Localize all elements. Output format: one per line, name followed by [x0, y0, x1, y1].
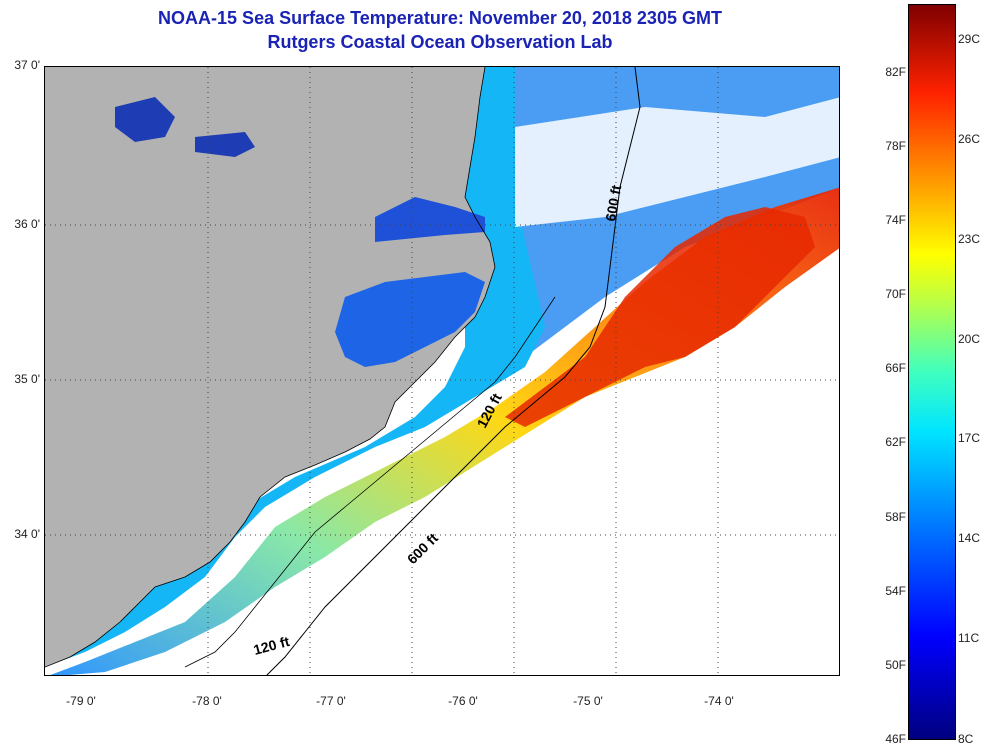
- sst-map: 600 ft 120 ft 600 ft 120 ft: [44, 66, 840, 676]
- cloud-region-north: [515, 97, 839, 227]
- cbar-c-8: 8C: [958, 732, 974, 746]
- inland-river: [195, 132, 255, 157]
- lon-label-75: -75 0': [573, 694, 603, 708]
- isobath-120-line: [184, 296, 556, 668]
- graticule: [45, 67, 839, 675]
- cbar-c-26: 26C: [958, 132, 981, 146]
- lat-label-34: 34 0': [14, 527, 40, 541]
- lat-label-36: 36 0': [14, 217, 40, 231]
- cbar-f-66: 66F: [885, 361, 906, 375]
- contour-label-600-north: 600 ft: [602, 183, 624, 222]
- cbar-c-17: 17C: [958, 431, 981, 445]
- cloud-region-south: [226, 417, 765, 675]
- lon-label-79: -79 0': [66, 694, 96, 708]
- temperature-colorbar: [908, 4, 956, 740]
- cbar-f-74: 74F: [885, 213, 906, 227]
- lon-label-76: -76 0': [448, 694, 478, 708]
- cbar-c-23: 23C: [958, 232, 981, 246]
- gulf-stream-core: [505, 207, 815, 427]
- lat-label-37: 37 0': [14, 58, 40, 72]
- cbar-c-29: 29C: [958, 32, 981, 46]
- lon-label-77: -77 0': [316, 694, 346, 708]
- cbar-c-11: 11C: [958, 631, 980, 645]
- coastline: [45, 67, 496, 668]
- cbar-f-50: 50F: [885, 658, 906, 672]
- inland-lake: [115, 97, 175, 142]
- cbar-f-62: 62F: [885, 435, 906, 449]
- cbar-c-14: 14C: [958, 531, 981, 545]
- title-block: NOAA-15 Sea Surface Temperature: Novembe…: [40, 6, 840, 54]
- page-subtitle: Rutgers Coastal Ocean Observation Lab: [267, 32, 613, 52]
- cloud-region-east: [645, 308, 839, 675]
- cbar-f-46: 46F: [885, 732, 906, 746]
- cbar-f-82: 82F: [885, 65, 906, 79]
- cbar-c-20: 20C: [958, 332, 981, 346]
- cbar-f-58: 58F: [885, 510, 906, 524]
- pamlico-sound: [335, 272, 485, 367]
- cbar-f-78: 78F: [885, 139, 906, 153]
- lon-label-74: -74 0': [704, 694, 734, 708]
- albemarle-sound: [375, 197, 485, 242]
- isobath-600-line: [266, 67, 641, 675]
- lon-label-78: -78 0': [192, 694, 222, 708]
- sst-map-canvas: 600 ft 120 ft 600 ft 120 ft: [45, 67, 839, 675]
- page-title: NOAA-15 Sea Surface Temperature: Novembe…: [158, 8, 722, 28]
- cbar-f-70: 70F: [885, 287, 906, 301]
- lat-label-35: 35 0': [14, 372, 40, 386]
- cbar-f-54: 54F: [885, 584, 906, 598]
